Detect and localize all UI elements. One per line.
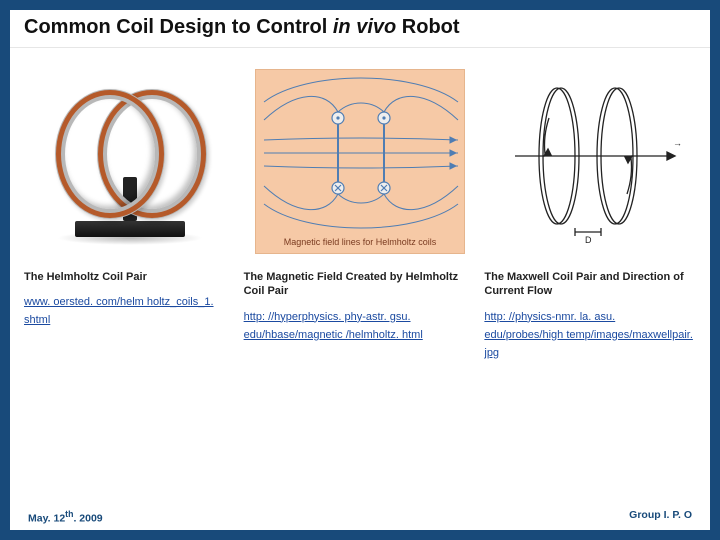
caption-block-2: The Magnetic Field Created by Helmholtz … bbox=[244, 270, 477, 343]
figure-maxwell-pair: → D bbox=[484, 66, 696, 256]
content-grid: The Helmholtz Coil Pair www. oersted. co… bbox=[10, 48, 710, 530]
footer-date: May. 12th. 2009 bbox=[28, 509, 103, 525]
link-2[interactable]: http: //hyperphysics. phy-astr. gsu. edu… bbox=[244, 311, 423, 341]
slide: Common Coil Design to Control in vivo Ro… bbox=[10, 10, 710, 530]
field-diagram: Magnetic field lines for Helmholtz coils bbox=[255, 69, 465, 254]
title-pre: Common Coil Design to Control bbox=[24, 16, 333, 38]
link-1[interactable]: www. oersted. com/helm holtz_coils_1. sh… bbox=[24, 296, 214, 326]
helmholtz-illustration bbox=[45, 81, 215, 241]
base bbox=[75, 221, 185, 237]
slide-title: Common Coil Design to Control in vivo Ro… bbox=[24, 16, 696, 39]
column-maxwell: → D The Maxwell Coil Pair and Direction … bbox=[484, 66, 696, 522]
field-svg bbox=[256, 70, 466, 240]
column-helmholtz: The Helmholtz Coil Pair www. oersted. co… bbox=[24, 66, 236, 522]
maxwell-svg: → D bbox=[495, 76, 685, 246]
title-post: Robot bbox=[396, 16, 459, 38]
axis-label: → bbox=[673, 138, 682, 148]
footer-group: Group I. P. O bbox=[629, 509, 692, 525]
footer-date-pre: May. 12 bbox=[28, 512, 65, 524]
caption-2: The Magnetic Field Created by Helmholtz … bbox=[244, 270, 477, 299]
caption-block-3: The Maxwell Coil Pair and Direction of C… bbox=[484, 270, 696, 361]
caption-1: The Helmholtz Coil Pair bbox=[24, 270, 236, 284]
footer: May. 12th. 2009 Group I. P. O bbox=[10, 505, 710, 531]
copper-left bbox=[56, 90, 164, 218]
footer-date-post: . 2009 bbox=[73, 512, 102, 524]
figure-field-lines: Magnetic field lines for Helmholtz coils bbox=[244, 66, 477, 256]
caption-block-1: The Helmholtz Coil Pair www. oersted. co… bbox=[24, 270, 236, 328]
field-diagram-caption: Magnetic field lines for Helmholtz coils bbox=[256, 237, 464, 247]
title-italic: in vivo bbox=[333, 16, 396, 38]
link-3[interactable]: http: //physics-nmr. la. asu. edu/probes… bbox=[484, 311, 693, 359]
figure-helmholtz-photo bbox=[24, 66, 236, 256]
column-field: Magnetic field lines for Helmholtz coils… bbox=[244, 66, 477, 522]
gap-label: D bbox=[585, 235, 592, 245]
caption-3: The Maxwell Coil Pair and Direction of C… bbox=[484, 270, 696, 299]
title-bar: Common Coil Design to Control in vivo Ro… bbox=[10, 10, 710, 48]
